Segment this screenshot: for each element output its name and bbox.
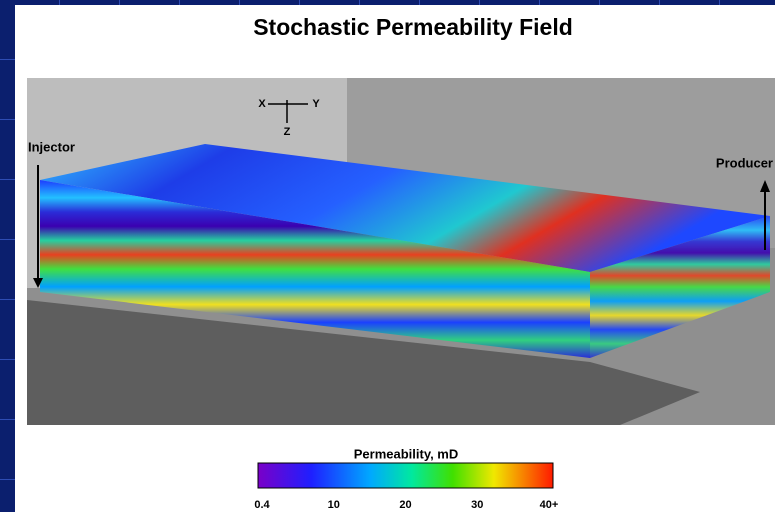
colorbar-tick-label: 20 bbox=[399, 499, 411, 511]
colorbar-tick-label: 30 bbox=[471, 499, 483, 511]
figure: Stochastic Permeability Field Injector P… bbox=[0, 0, 775, 512]
colorbar-tick-label: 40+ bbox=[540, 499, 559, 511]
producer-label: Producer bbox=[716, 155, 773, 170]
render: Injector Producer X Y Z bbox=[27, 78, 775, 425]
colorbar-gradient bbox=[258, 463, 553, 488]
colorbar-tick-label: 0.4 bbox=[254, 499, 270, 511]
colorbar-title: Permeability, mD bbox=[354, 446, 459, 461]
axis-y-label: Y bbox=[312, 98, 320, 110]
injector-label: Injector bbox=[28, 139, 75, 154]
axis-z-label: Z bbox=[284, 126, 291, 138]
axis-x-label: X bbox=[258, 98, 266, 110]
colorbar-tick-label: 10 bbox=[328, 499, 340, 511]
title: Stochastic Permeability Field bbox=[253, 14, 573, 40]
